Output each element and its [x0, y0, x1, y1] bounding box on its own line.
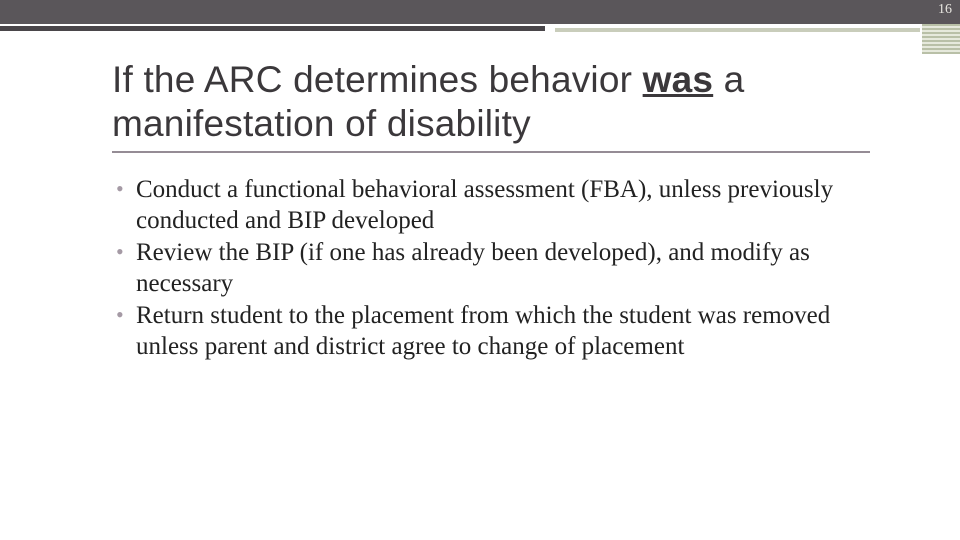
- bullet-list: Conduct a functional behavioral assessme…: [112, 175, 870, 362]
- page-number: 16: [938, 2, 952, 18]
- list-item: Return student to the placement from whi…: [112, 301, 870, 362]
- title-underlined: was: [643, 59, 714, 100]
- top-bar: 16: [0, 0, 960, 24]
- accent-line-dark: [0, 26, 545, 31]
- title-pre: If the ARC determines behavior: [112, 59, 643, 100]
- slide-content: If the ARC determines behavior was a man…: [0, 38, 960, 362]
- list-item: Conduct a functional behavioral assessme…: [112, 175, 870, 236]
- accent-line-light: [555, 28, 920, 32]
- list-item: Review the BIP (if one has already been …: [112, 238, 870, 299]
- accent-lines: [0, 24, 960, 38]
- slide-title: If the ARC determines behavior was a man…: [112, 58, 870, 153]
- accent-stripes: [922, 24, 960, 54]
